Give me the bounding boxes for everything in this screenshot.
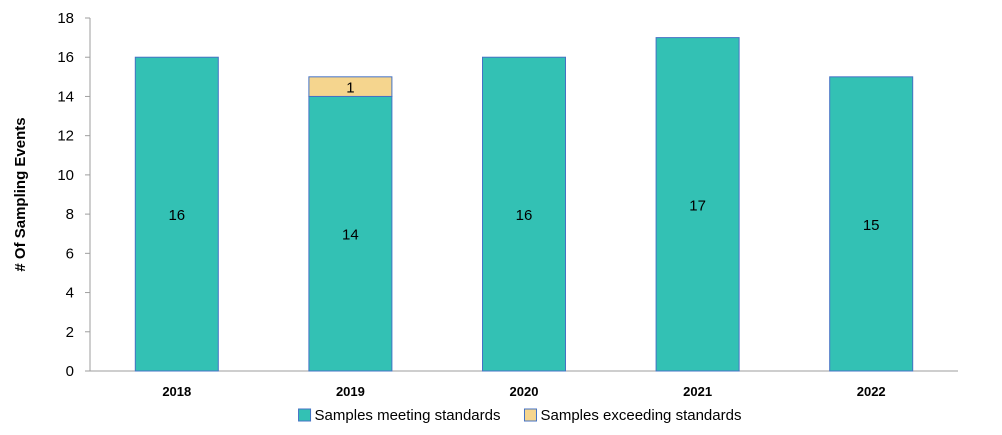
y-tick-label: 6 [66,245,74,262]
x-tick-label: 2018 [162,384,191,399]
legend: Samples meeting standards Samples exceedi… [298,407,741,424]
legend-item-1: Samples exceeding standards [523,407,741,424]
data-label-2020-series-0: 16 [516,207,533,224]
bar-2018-series-0 [134,56,219,372]
bar-2022-series-0 [829,76,914,372]
legend-item-0: Samples meeting standards [298,407,501,424]
y-tick-label: 14 [57,88,74,105]
y-tick-label: 0 [66,363,74,380]
data-label-2018-series-0: 16 [168,207,185,224]
y-tick-label: 18 [57,10,74,27]
y-tick-label: 4 [66,285,74,302]
data-label-2021-series-0: 17 [689,197,706,214]
y-tick-label: 10 [57,167,74,184]
y-tick-label: 16 [57,49,74,66]
legend-label: Samples meeting standards [315,407,501,424]
bars [134,37,914,372]
bar-2021-series-0 [655,37,740,372]
data-label-2019-series-1: 1 [346,80,354,97]
legend-swatch [523,408,537,422]
legend-swatch [298,408,312,422]
data-label-2019-series-0: 14 [342,227,359,244]
legend-label: Samples exceeding standards [540,407,741,424]
data-label-2022-series-0: 15 [863,217,880,234]
bar-2019-series-0 [308,95,393,372]
bar-2019-series-1 [308,76,393,97]
y-axis-title: # Of Sampling Events [12,117,29,271]
x-tick-label: 2020 [510,384,539,399]
y-tick-label: 12 [57,128,74,145]
x-tick-label: 2019 [336,384,365,399]
axes: 0 2 4 6 8 10 12 14 16 18 # Of Sampling Events [12,10,958,380]
y-tick-label: 2 [66,324,74,341]
labels: 16 2018 14 1 2019 16 2020 17 2021 15 2022 [162,80,885,399]
y-tick-label: 8 [66,206,74,223]
bar-2020-series-0 [482,56,566,372]
x-tick-label: 2021 [683,384,712,399]
x-tick-label: 2022 [857,384,886,399]
